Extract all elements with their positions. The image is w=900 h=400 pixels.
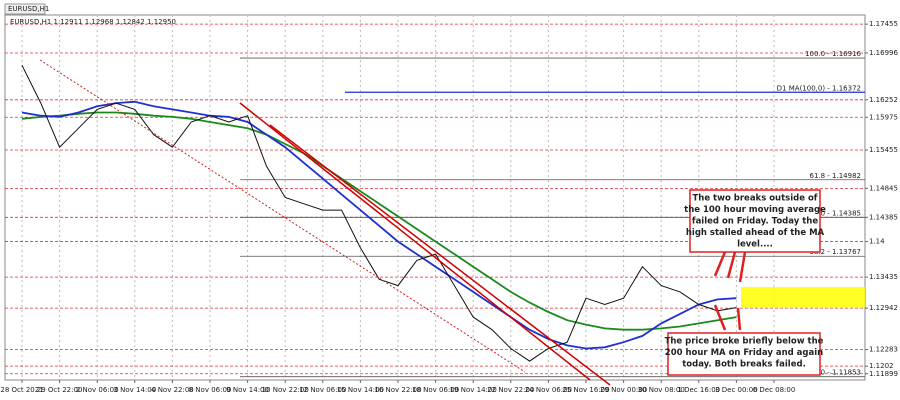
y-tick-label: 1.11899	[869, 370, 898, 378]
x-tick-label: 10 Nov 22:00	[262, 386, 309, 394]
y-tick-label: 1.13435	[869, 273, 898, 281]
level-label: 61.8 - 1.14982	[809, 172, 861, 180]
y-tick-label: 1.15455	[869, 146, 898, 154]
x-tick-label: 16 Nov 22:00	[374, 386, 421, 394]
annotation-box	[689, 189, 821, 253]
arrow	[713, 251, 727, 277]
y-tick-label: 1.1202	[869, 362, 894, 370]
x-tick-label: 8 Nov 06:00	[189, 386, 232, 394]
series-line	[21, 100, 737, 350]
annotation-text: high stalled ahead of the MA	[686, 228, 825, 238]
x-tick-label: 1 Dec 16:00	[677, 386, 720, 394]
annotation-arrows	[713, 251, 747, 331]
x-tick-label: 18 Nov 06:00	[412, 386, 459, 394]
annotation-text: The price broke briefly below the	[665, 337, 824, 347]
x-tick-label: 3 Dec 00:00	[715, 386, 758, 394]
arrow	[726, 251, 737, 279]
x-tick-label: 25 Nov 16:00	[562, 386, 609, 394]
annotation-text: failed on Friday. Today the	[692, 217, 818, 227]
y-tick-label: 1.12942	[869, 304, 898, 312]
trendline	[239, 102, 591, 381]
arrow	[713, 304, 727, 331]
x-tick-label: 4 Nov 22:00	[151, 386, 194, 394]
x-tick-label: 29 Nov 00:00	[600, 386, 647, 394]
x-tick-label: 29 Oct 22:00	[37, 386, 83, 394]
x-tick-label: 6 Dec 08:00	[753, 386, 796, 394]
annotation-text: level....	[737, 240, 773, 250]
annotation-text: the 100 hour moving average	[684, 205, 826, 215]
x-tick-label: 24 Nov 06:00	[525, 386, 572, 394]
x-tick-label: 19 Nov 14:00	[450, 386, 497, 394]
x-tick-label: 9 Nov 14:00	[226, 386, 269, 394]
x-tick-label: 28 Oct 2021	[0, 386, 43, 394]
chart-title: EURUSD,H1	[8, 5, 49, 13]
arrow	[738, 251, 747, 283]
y-tick-label: 1.15975	[869, 113, 898, 121]
annotation-text: The two breaks outside of	[692, 194, 817, 204]
symbol-box	[4, 3, 46, 15]
level-label: 100.0 - 1.16916	[805, 50, 862, 58]
x-tick-label: 30 Nov 08:00	[638, 386, 685, 394]
x-tick-label: 15 Nov 14:00	[337, 386, 384, 394]
dotted-trendline	[39, 59, 526, 373]
chart-subtitle: EURUSD,H1 1.12911 1.12968 1.12842 1.1295…	[10, 18, 176, 26]
x-tick-label: 12 Nov 06:00	[299, 386, 346, 394]
level-label: 0.0 - 1.11853	[814, 369, 861, 377]
y-tick-label: 1.14845	[869, 184, 898, 192]
trendline	[269, 124, 611, 386]
x-tick-label: 3 Nov 14:00	[113, 386, 156, 394]
annotation-text: today. Both breaks failed.	[682, 360, 806, 370]
x-tick-label: 2 Nov 06:00	[76, 386, 119, 394]
x-tick-label: 22 Nov 22:00	[487, 386, 534, 394]
level-label: 38.2 - 1.13767	[809, 248, 861, 256]
level-label: 50.0 - 1.14385	[809, 209, 861, 217]
highlight-zone	[741, 287, 865, 307]
annotation-text: 200 hour MA on Friday and again	[665, 348, 823, 358]
y-tick-label: 1.12283	[869, 346, 898, 354]
series-line	[21, 65, 737, 362]
arrow	[736, 307, 742, 331]
level-label: D1 MA(100,0) - 1.16372	[777, 84, 861, 92]
series-line	[21, 111, 737, 331]
y-tick-label: 1.14385	[869, 213, 898, 221]
y-tick-label: 1.16252	[869, 96, 898, 104]
y-tick-label: 1.17455	[869, 20, 898, 28]
annotation-box	[667, 332, 821, 376]
y-tick-label: 1.16996	[869, 49, 898, 57]
y-tick-label: 1.14	[869, 238, 885, 246]
